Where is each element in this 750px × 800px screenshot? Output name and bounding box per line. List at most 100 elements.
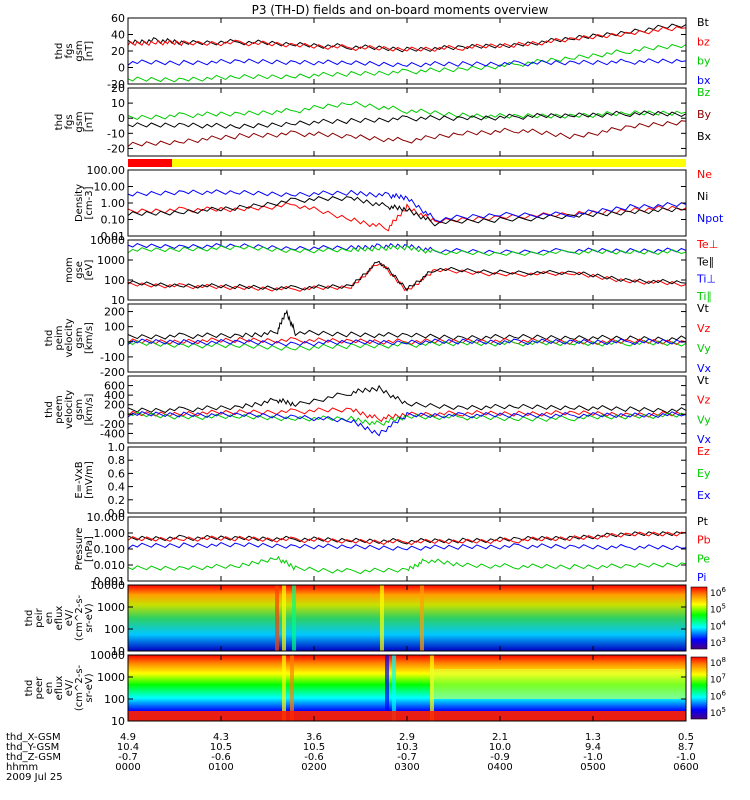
y-tick-label: 0.010	[94, 559, 126, 572]
spectrogram-high-flux-region	[430, 669, 686, 699]
y-axis-label: [nPa]	[84, 536, 95, 562]
flag-bar	[128, 159, 686, 167]
x-tick-label: 0300	[394, 762, 419, 773]
ephemeris-label: thd_X-GSM	[6, 732, 61, 743]
ephemeris-value: -1.0	[676, 752, 696, 763]
y-axis-label: gsm	[74, 399, 85, 420]
ephemeris-value: 0.5	[678, 732, 694, 743]
y-tick-label: 10000	[90, 234, 125, 247]
legend-entry-Pi: Pi	[697, 571, 706, 584]
y-axis-label: sr-eV)	[84, 603, 95, 632]
ephemeris-label: thd_Z-GSM	[6, 752, 61, 763]
y-axis-label: thd	[44, 401, 55, 418]
y-tick-label: 10	[111, 645, 125, 658]
colorbar-tick-exponent: 6	[721, 586, 726, 594]
legend-entry-Npot: Npot	[697, 212, 724, 225]
x-axis-group: thd_X-GSM 4.9 4.3 3.6 2.9 2.1 1.3 0.5 thd_Y-GSM 1…	[6, 732, 699, 783]
series-line-by	[127, 43, 687, 83]
ephemeris-value: -1.0	[583, 752, 603, 763]
y-axis-label: en	[44, 682, 55, 695]
y-tick-label: 0.01	[101, 230, 126, 243]
colorbar-tick-exponent: 5	[721, 603, 725, 611]
y-tick-label: 0	[118, 408, 125, 421]
y-axis-label: (cm^2-s-	[74, 594, 85, 641]
y-tick-label: 1000	[97, 254, 125, 267]
series-line-By	[127, 120, 687, 147]
legend-entry-Ex: Ex	[697, 489, 711, 502]
y-tick-label: 10000	[90, 579, 125, 592]
panel-frame	[127, 446, 687, 514]
legend-entry-Pe: Pe	[697, 552, 710, 565]
y-axis-label: gsm	[74, 40, 85, 61]
ephemeris-value: 4.3	[213, 732, 229, 743]
y-tick-label: 0	[118, 112, 125, 125]
y-tick-label: 10	[111, 97, 125, 110]
y-axis-label: en	[44, 612, 55, 625]
legend-entry-Vx: Vx	[697, 362, 712, 375]
series-line-Te∥	[127, 260, 687, 292]
y-axis-label: [nT]	[84, 41, 95, 61]
ephemeris-value: 4.9	[120, 732, 136, 743]
y-tick-label: 1000	[97, 671, 125, 684]
y-tick-label: 100	[104, 623, 125, 636]
y-axis-label: eV/	[64, 679, 75, 696]
y-tick-label: -100	[100, 351, 125, 364]
panel-4: 10 100 1000 10000 mom gse [eV] Te⊥ Te∥ Ti⊥ Ti∥	[64, 234, 718, 307]
panel-frame	[127, 516, 687, 582]
y-tick-label: 20	[111, 45, 125, 58]
page-title: P3 (TH-D) fields and on-board moments ov…	[252, 3, 549, 17]
series-line-Bx	[127, 110, 687, 129]
colorbar	[690, 586, 708, 650]
ephemeris-value: -0.7	[397, 752, 417, 763]
legend-entry-Ti∥: Ti∥	[696, 290, 712, 303]
y-tick-label: -200	[100, 418, 125, 431]
series-line-Vt	[127, 309, 687, 343]
y-tick-label: 400	[104, 389, 125, 402]
ephemeris-value: 2.1	[492, 732, 508, 743]
y-tick-label: 1000	[97, 601, 125, 614]
series-line-Bt	[127, 23, 687, 53]
y-tick-label: 0.001	[94, 575, 126, 588]
y-tick-label: 1.00	[101, 197, 126, 210]
colorbar-tick-label: 104	[710, 619, 726, 632]
y-axis-label: gsm	[74, 111, 85, 132]
legend-entry-Vy: Vy	[697, 413, 711, 426]
panel-2: -20 -10 0 10 20 thd fgs gsm [nT] Bz By Bx	[54, 82, 712, 157]
y-axis-label: [nT]	[84, 112, 95, 132]
ephemeris-value: 10.5	[210, 742, 232, 753]
legend-entry-By: By	[697, 108, 712, 121]
series-line-Bz	[127, 101, 687, 120]
y-axis-label: gse	[74, 261, 85, 279]
y-tick-label: 1.000	[94, 527, 126, 540]
colorbar-tick-label: 108	[710, 656, 726, 669]
ephemeris-value: 10.3	[396, 742, 418, 753]
y-tick-label: 100.00	[87, 164, 126, 177]
spectrogram-streak	[290, 655, 294, 721]
colorbar-tick-exponent: 4	[721, 619, 726, 627]
colorbar-tick-base: 10	[710, 692, 722, 702]
legend-entry-bx: bx	[697, 74, 711, 87]
ephemeris-value: 10.0	[489, 742, 511, 753]
legend-entry-Ne: Ne	[697, 168, 712, 181]
series-line-Vz	[127, 407, 686, 423]
y-tick-label: 0.10	[101, 214, 126, 227]
series-line-bx	[127, 58, 687, 68]
legend-entry-Vx: Vx	[697, 433, 712, 446]
y-tick-label: 600	[104, 380, 125, 393]
ephemeris-value: 10.5	[303, 742, 325, 753]
spectrogram-streak	[392, 655, 396, 721]
y-axis-label: [eV]	[84, 260, 95, 281]
legend-entry-Vy: Vy	[697, 342, 711, 355]
legend-entry-Bt: Bt	[697, 16, 710, 29]
y-tick-label: 0.6	[108, 467, 126, 480]
colorbar-tick-label: 105	[710, 706, 726, 719]
y-tick-label: 10000	[90, 649, 125, 662]
y-tick-label: 100	[104, 274, 125, 287]
legend-entry-Ti⊥: Ti⊥	[696, 273, 716, 286]
y-axis-label: thd	[54, 114, 65, 131]
spectrogram-image	[128, 585, 686, 651]
